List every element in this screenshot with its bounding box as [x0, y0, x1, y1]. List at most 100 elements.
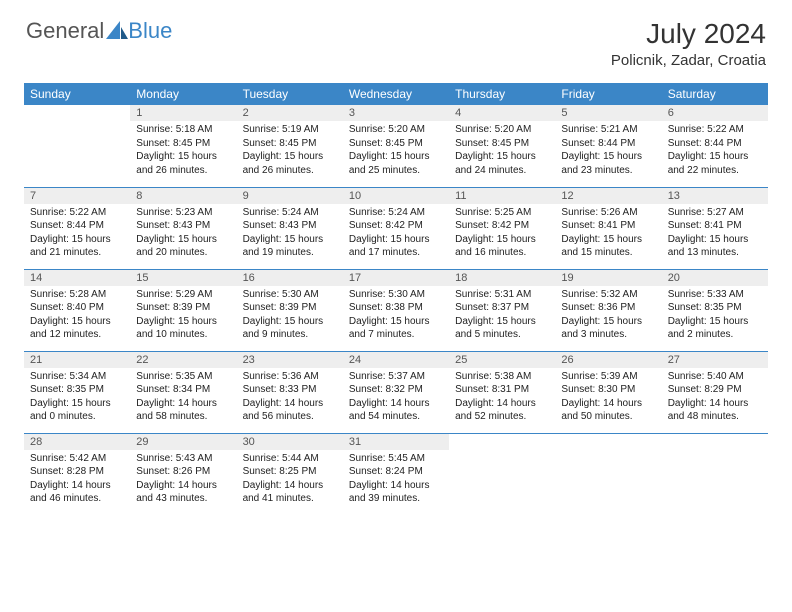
detail-line: Sunrise: 5:23 AM [136, 206, 230, 220]
day-number: 10 [343, 188, 449, 204]
detail-line: Daylight: 15 hours [30, 315, 124, 329]
detail-line: Sunrise: 5:35 AM [136, 370, 230, 384]
detail-line: Sunset: 8:45 PM [243, 137, 337, 151]
detail-line: Sunrise: 5:29 AM [136, 288, 230, 302]
detail-line: Sunset: 8:42 PM [455, 219, 549, 233]
detail-line: Sunrise: 5:39 AM [561, 370, 655, 384]
detail-line: and 9 minutes. [243, 328, 337, 342]
detail-line: Sunset: 8:36 PM [561, 301, 655, 315]
calendar-row: 21Sunrise: 5:34 AMSunset: 8:35 PMDayligh… [24, 351, 768, 433]
day-number: 4 [449, 105, 555, 121]
day-number: 5 [555, 105, 661, 121]
detail-line: and 22 minutes. [668, 164, 762, 178]
detail-line: Sunset: 8:39 PM [243, 301, 337, 315]
detail-line: and 56 minutes. [243, 410, 337, 424]
detail-line: Daylight: 15 hours [455, 150, 549, 164]
day-number: 18 [449, 270, 555, 286]
detail-line: Sunset: 8:45 PM [349, 137, 443, 151]
detail-line: Sunrise: 5:32 AM [561, 288, 655, 302]
detail-line: and 41 minutes. [243, 492, 337, 506]
day-details: Sunrise: 5:42 AMSunset: 8:28 PMDaylight:… [24, 450, 130, 510]
day-number: 20 [662, 270, 768, 286]
calendar-cell: 8Sunrise: 5:23 AMSunset: 8:43 PMDaylight… [130, 187, 236, 269]
calendar-cell: 20Sunrise: 5:33 AMSunset: 8:35 PMDayligh… [662, 269, 768, 351]
detail-line: Sunrise: 5:24 AM [349, 206, 443, 220]
day-details: Sunrise: 5:35 AMSunset: 8:34 PMDaylight:… [130, 368, 236, 428]
day-details: Sunrise: 5:45 AMSunset: 8:24 PMDaylight:… [343, 450, 449, 510]
detail-line: Daylight: 15 hours [455, 233, 549, 247]
detail-line: Daylight: 14 hours [455, 397, 549, 411]
detail-line: Sunset: 8:37 PM [455, 301, 549, 315]
calendar-cell: 17Sunrise: 5:30 AMSunset: 8:38 PMDayligh… [343, 269, 449, 351]
day-number: 6 [662, 105, 768, 121]
day-number: 24 [343, 352, 449, 368]
day-number: 15 [130, 270, 236, 286]
detail-line: and 46 minutes. [30, 492, 124, 506]
calendar-cell: 22Sunrise: 5:35 AMSunset: 8:34 PMDayligh… [130, 351, 236, 433]
detail-line: Sunrise: 5:31 AM [455, 288, 549, 302]
calendar-cell: 28Sunrise: 5:42 AMSunset: 8:28 PMDayligh… [24, 433, 130, 515]
calendar-cell: 24Sunrise: 5:37 AMSunset: 8:32 PMDayligh… [343, 351, 449, 433]
day-details: Sunrise: 5:24 AMSunset: 8:43 PMDaylight:… [237, 204, 343, 264]
detail-line: Sunset: 8:43 PM [243, 219, 337, 233]
calendar-cell: 19Sunrise: 5:32 AMSunset: 8:36 PMDayligh… [555, 269, 661, 351]
weekday-header: Sunday [24, 83, 130, 105]
detail-line: Sunset: 8:45 PM [136, 137, 230, 151]
brand-logo: General Blue [26, 18, 172, 44]
calendar-cell: 15Sunrise: 5:29 AMSunset: 8:39 PMDayligh… [130, 269, 236, 351]
calendar-cell: . [24, 105, 130, 187]
detail-line: and 16 minutes. [455, 246, 549, 260]
day-details: Sunrise: 5:30 AMSunset: 8:39 PMDaylight:… [237, 286, 343, 346]
calendar-row: 7Sunrise: 5:22 AMSunset: 8:44 PMDaylight… [24, 187, 768, 269]
detail-line: Sunset: 8:35 PM [30, 383, 124, 397]
day-details: Sunrise: 5:20 AMSunset: 8:45 PMDaylight:… [343, 121, 449, 181]
day-details: Sunrise: 5:18 AMSunset: 8:45 PMDaylight:… [130, 121, 236, 181]
detail-line: and 7 minutes. [349, 328, 443, 342]
detail-line: Daylight: 14 hours [30, 479, 124, 493]
detail-line: and 13 minutes. [668, 246, 762, 260]
detail-line: Sunset: 8:26 PM [136, 465, 230, 479]
detail-line: Daylight: 15 hours [136, 150, 230, 164]
detail-line: Daylight: 14 hours [243, 479, 337, 493]
detail-line: Sunrise: 5:27 AM [668, 206, 762, 220]
day-details: Sunrise: 5:44 AMSunset: 8:25 PMDaylight:… [237, 450, 343, 510]
day-number: 22 [130, 352, 236, 368]
detail-line: Sunset: 8:32 PM [349, 383, 443, 397]
detail-line: Sunrise: 5:38 AM [455, 370, 549, 384]
detail-line: Sunset: 8:40 PM [30, 301, 124, 315]
calendar-cell: 11Sunrise: 5:25 AMSunset: 8:42 PMDayligh… [449, 187, 555, 269]
detail-line: and 0 minutes. [30, 410, 124, 424]
detail-line: Daylight: 15 hours [243, 233, 337, 247]
weekday-header: Monday [130, 83, 236, 105]
detail-line: Daylight: 15 hours [243, 150, 337, 164]
day-number: 1 [130, 105, 236, 121]
detail-line: Sunrise: 5:26 AM [561, 206, 655, 220]
calendar-cell: 23Sunrise: 5:36 AMSunset: 8:33 PMDayligh… [237, 351, 343, 433]
detail-line: Sunset: 8:24 PM [349, 465, 443, 479]
day-details: Sunrise: 5:31 AMSunset: 8:37 PMDaylight:… [449, 286, 555, 346]
detail-line: and 12 minutes. [30, 328, 124, 342]
day-details: Sunrise: 5:29 AMSunset: 8:39 PMDaylight:… [130, 286, 236, 346]
calendar-cell: 3Sunrise: 5:20 AMSunset: 8:45 PMDaylight… [343, 105, 449, 187]
detail-line: Sunset: 8:35 PM [668, 301, 762, 315]
day-number: 3 [343, 105, 449, 121]
day-details: Sunrise: 5:38 AMSunset: 8:31 PMDaylight:… [449, 368, 555, 428]
weekday-header: Wednesday [343, 83, 449, 105]
detail-line: and 25 minutes. [349, 164, 443, 178]
detail-line: Sunrise: 5:30 AM [243, 288, 337, 302]
detail-line: and 26 minutes. [243, 164, 337, 178]
detail-line: Sunrise: 5:24 AM [243, 206, 337, 220]
detail-line: Daylight: 14 hours [243, 397, 337, 411]
sail-icon [106, 21, 128, 41]
calendar-table: SundayMondayTuesdayWednesdayThursdayFrid… [24, 83, 768, 515]
calendar-cell: 5Sunrise: 5:21 AMSunset: 8:44 PMDaylight… [555, 105, 661, 187]
detail-line: Sunset: 8:44 PM [561, 137, 655, 151]
detail-line: Sunrise: 5:40 AM [668, 370, 762, 384]
detail-line: Daylight: 14 hours [136, 479, 230, 493]
calendar-cell: 14Sunrise: 5:28 AMSunset: 8:40 PMDayligh… [24, 269, 130, 351]
detail-line: Sunset: 8:44 PM [30, 219, 124, 233]
day-details: Sunrise: 5:37 AMSunset: 8:32 PMDaylight:… [343, 368, 449, 428]
day-details: Sunrise: 5:21 AMSunset: 8:44 PMDaylight:… [555, 121, 661, 181]
detail-line: Sunrise: 5:44 AM [243, 452, 337, 466]
detail-line: and 3 minutes. [561, 328, 655, 342]
